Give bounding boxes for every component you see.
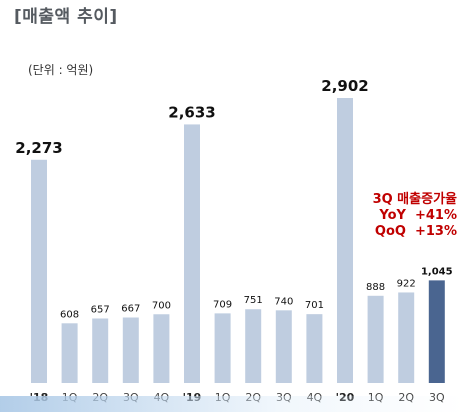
value-label-11: 888 — [366, 282, 385, 293]
bar-13 — [428, 280, 445, 383]
value-label-8: 740 — [274, 296, 293, 307]
value-label-10: 2,902 — [321, 77, 368, 95]
bar-8 — [275, 310, 292, 383]
value-label-4: 700 — [152, 300, 171, 311]
bar-4 — [153, 314, 170, 383]
bar-5 — [184, 124, 200, 384]
bar-1 — [61, 323, 78, 383]
value-label-12: 922 — [397, 278, 416, 289]
value-label-2: 657 — [91, 304, 110, 315]
bar-0 — [31, 159, 47, 383]
bar-6 — [214, 313, 231, 383]
annotation-title: 3Q 매출증가율 — [372, 192, 457, 207]
bar-2 — [92, 318, 109, 383]
baseline-decoration — [0, 396, 463, 412]
bar-9 — [306, 314, 323, 383]
value-label-0: 2,273 — [15, 139, 62, 157]
value-label-5: 2,633 — [168, 103, 215, 121]
value-label-13: 1,045 — [421, 266, 453, 277]
value-label-1: 608 — [60, 309, 79, 320]
growth-annotation: 3Q 매출증가율 YoY +41% QoQ +13% — [373, 192, 457, 240]
value-label-9: 701 — [305, 300, 324, 311]
unit-label: (단위 : 억원) — [28, 63, 94, 77]
bar-10 — [337, 98, 353, 383]
bar-7 — [245, 309, 262, 383]
bar-3 — [122, 317, 139, 383]
bar-11 — [367, 295, 384, 383]
value-label-6: 709 — [213, 299, 232, 310]
chart-title: [매출액 추이] — [14, 7, 118, 27]
bar-12 — [398, 292, 415, 383]
value-label-3: 667 — [121, 303, 140, 314]
annotation-qoq: QoQ +13% — [374, 224, 457, 239]
value-label-7: 751 — [244, 295, 263, 306]
annotation-yoy: YoY +41% — [379, 208, 457, 223]
